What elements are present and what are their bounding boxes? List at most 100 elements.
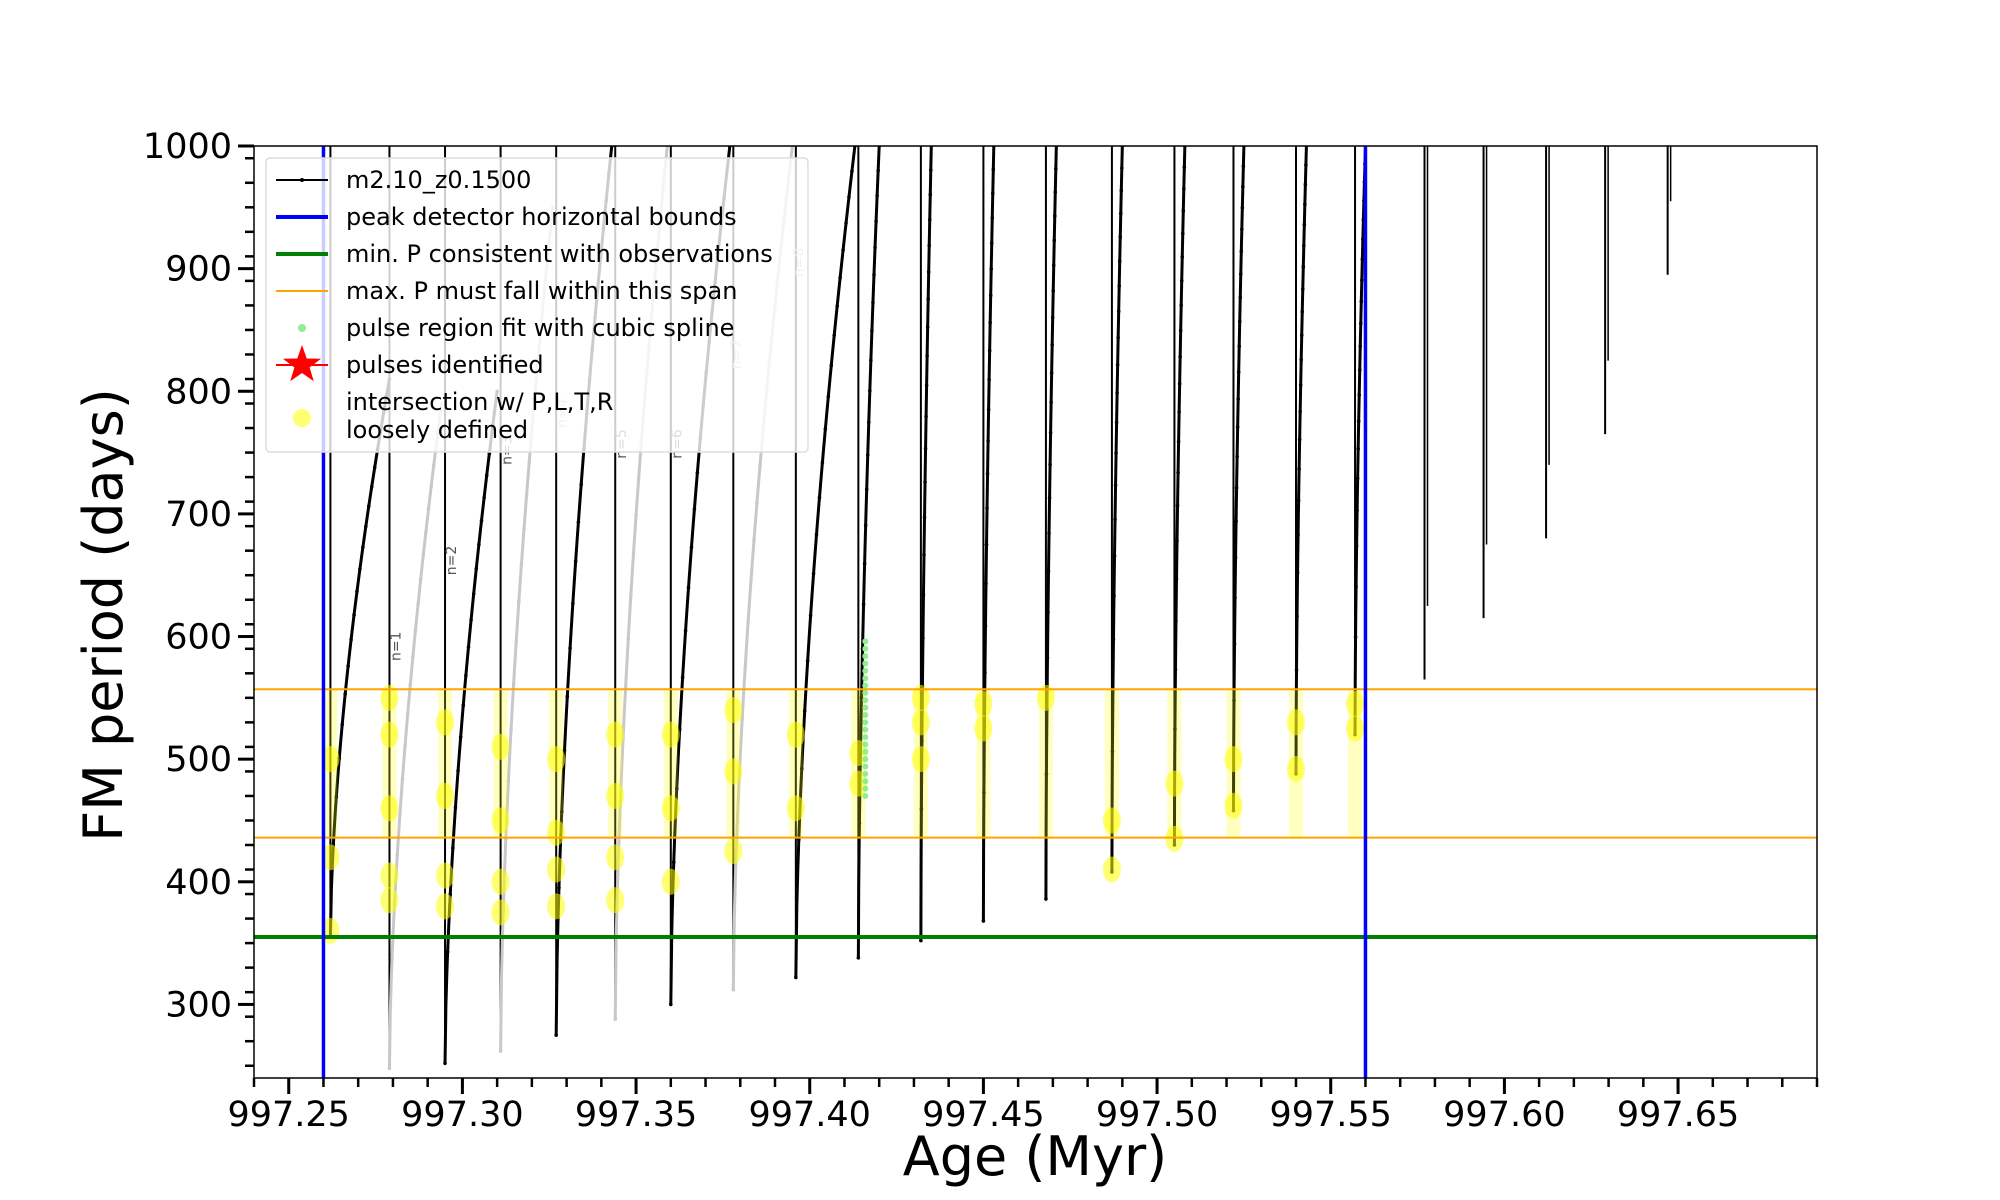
track-marker <box>989 241 994 245</box>
track-marker <box>426 507 431 511</box>
track-marker <box>1050 342 1054 347</box>
intersection-marker <box>380 862 399 889</box>
track-marker <box>835 304 839 308</box>
track-marker <box>921 636 925 640</box>
track-marker <box>1300 309 1305 314</box>
track-marker <box>1052 214 1057 218</box>
track-marker <box>613 1017 618 1021</box>
track-marker <box>1177 410 1181 414</box>
track-marker <box>387 1066 392 1070</box>
legend-entry-label: max. P must fall within this span <box>346 277 737 305</box>
spline-marker <box>862 734 869 741</box>
track-marker <box>1232 698 1236 703</box>
track-marker <box>984 581 988 586</box>
track-marker <box>865 453 870 457</box>
track-marker <box>1233 595 1237 600</box>
track-marker <box>1111 637 1116 642</box>
track-marker <box>1113 483 1118 488</box>
intersection-marker <box>724 697 743 724</box>
intersection-marker <box>321 844 340 871</box>
track-marker <box>755 501 759 505</box>
track-marker <box>990 191 995 196</box>
track-marker <box>1238 272 1243 276</box>
intersection-band <box>438 689 453 838</box>
track-marker <box>576 520 581 524</box>
track-marker <box>1119 188 1124 193</box>
intersection-marker <box>661 721 680 748</box>
track-marker <box>474 566 479 571</box>
track-marker <box>841 248 845 252</box>
legend-handle <box>298 324 306 332</box>
track-marker <box>991 167 996 172</box>
track-marker <box>1235 425 1240 429</box>
track-marker <box>527 459 532 464</box>
track-marker <box>987 377 991 382</box>
track-marker <box>411 654 415 659</box>
pulse-curve <box>328 378 391 938</box>
intersection-marker <box>974 690 993 717</box>
track-marker <box>731 987 736 992</box>
track-marker <box>482 496 486 500</box>
track-marker <box>636 476 641 481</box>
track-marker <box>987 348 992 353</box>
track-marker <box>1113 517 1117 522</box>
intersection-marker <box>491 899 510 926</box>
track-marker <box>1238 295 1243 300</box>
legend-entry-label: m2.10_z0.1500 <box>346 166 531 194</box>
track-marker <box>794 975 798 980</box>
track-marker <box>983 670 987 675</box>
track-marker <box>919 807 924 811</box>
intersection-marker <box>436 782 455 809</box>
track-marker <box>1178 354 1182 359</box>
track-marker <box>844 221 848 226</box>
track-marker <box>1180 231 1185 236</box>
track-marker <box>1357 393 1362 397</box>
track-marker <box>1303 182 1308 187</box>
track-marker <box>1297 437 1302 442</box>
track-marker <box>981 919 986 923</box>
intersection-marker <box>380 684 399 711</box>
track-marker <box>1173 727 1177 731</box>
track-marker <box>669 1002 673 1007</box>
intersection-marker <box>606 721 625 748</box>
track-marker <box>925 325 930 329</box>
intersection-marker <box>491 868 510 895</box>
track-marker <box>1296 498 1301 503</box>
intersection-band <box>549 689 564 838</box>
track-marker <box>923 446 928 451</box>
track-marker <box>989 267 994 271</box>
track-marker <box>1050 315 1055 320</box>
track-marker <box>431 463 436 468</box>
intersection-marker <box>911 746 930 773</box>
track-marker <box>471 592 476 596</box>
intersection-marker <box>911 684 930 711</box>
track-marker <box>1046 569 1051 574</box>
track-marker <box>1049 400 1053 404</box>
track-marker <box>629 593 633 597</box>
track-marker <box>1235 454 1239 459</box>
spline-marker <box>862 741 869 748</box>
track-marker <box>805 659 810 663</box>
track-marker <box>398 813 402 817</box>
track-marker <box>866 420 871 425</box>
legend-entry-label: loosely defined <box>346 416 528 444</box>
track-marker <box>571 601 575 606</box>
intersection-marker <box>1224 746 1243 773</box>
track-marker <box>1294 668 1299 672</box>
intersection-marker <box>547 819 566 846</box>
track-marker <box>856 956 861 960</box>
y-tick-label: 300 <box>165 985 232 1025</box>
track-marker <box>847 195 851 199</box>
track-marker <box>874 219 878 224</box>
track-marker <box>634 513 638 518</box>
spline-marker <box>862 778 869 785</box>
intersection-band <box>976 689 991 838</box>
track-marker <box>626 637 631 641</box>
spline-marker <box>862 726 869 733</box>
track-marker <box>1353 635 1358 639</box>
track-marker <box>924 414 928 419</box>
spline-marker <box>862 770 869 777</box>
track-marker <box>1233 555 1238 560</box>
track-marker <box>1047 496 1052 500</box>
